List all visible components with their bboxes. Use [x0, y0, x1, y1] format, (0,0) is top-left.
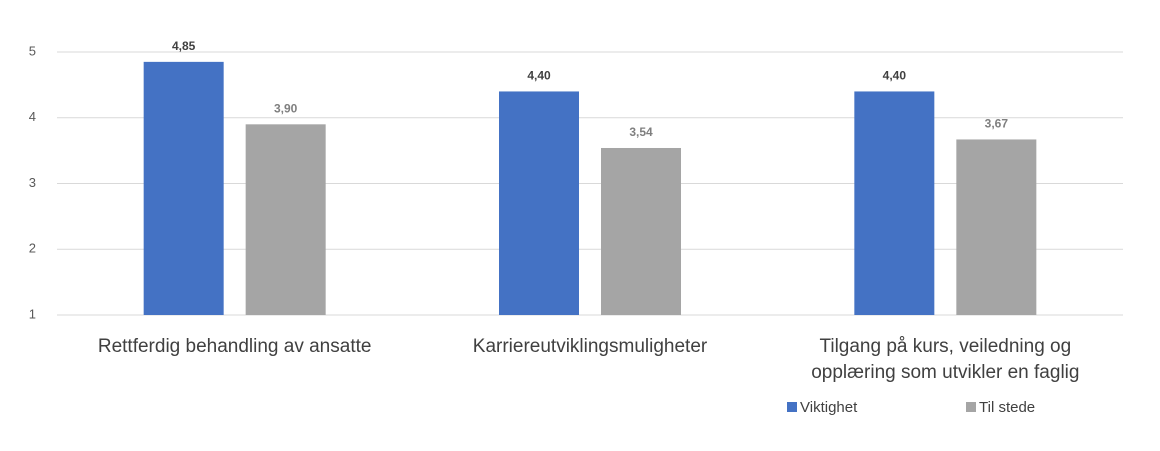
- value-label: 3,54: [629, 125, 653, 139]
- bar: [143, 61, 224, 315]
- bar: [245, 124, 326, 315]
- bar: [854, 91, 935, 315]
- value-label: 3,90: [274, 101, 298, 115]
- legend-swatch: [966, 402, 976, 412]
- y-tick-label: 5: [29, 43, 36, 58]
- legend-label: Til stede: [979, 399, 1035, 416]
- value-label: 3,67: [985, 117, 1009, 131]
- value-label: 4,40: [883, 69, 907, 83]
- x-tick-label: Rettferdig behandling av ansatte: [97, 336, 372, 357]
- x-tick-label: Karriereutviklingsmuligheter: [472, 336, 708, 357]
- legend-label: Viktighet: [800, 399, 858, 416]
- x-tick-label: Tilgang på kurs, veiledning og opplæring…: [811, 336, 1080, 383]
- value-label: 4,85: [172, 39, 196, 53]
- legend-swatch: [787, 402, 797, 412]
- value-label: 4,40: [527, 69, 551, 83]
- bar: [956, 139, 1037, 315]
- y-tick-label: 3: [29, 175, 36, 190]
- y-tick-label: 1: [29, 306, 36, 321]
- y-tick-label: 4: [29, 109, 36, 124]
- bar: [499, 91, 579, 315]
- y-tick-label: 2: [29, 241, 36, 256]
- bar: [601, 147, 681, 315]
